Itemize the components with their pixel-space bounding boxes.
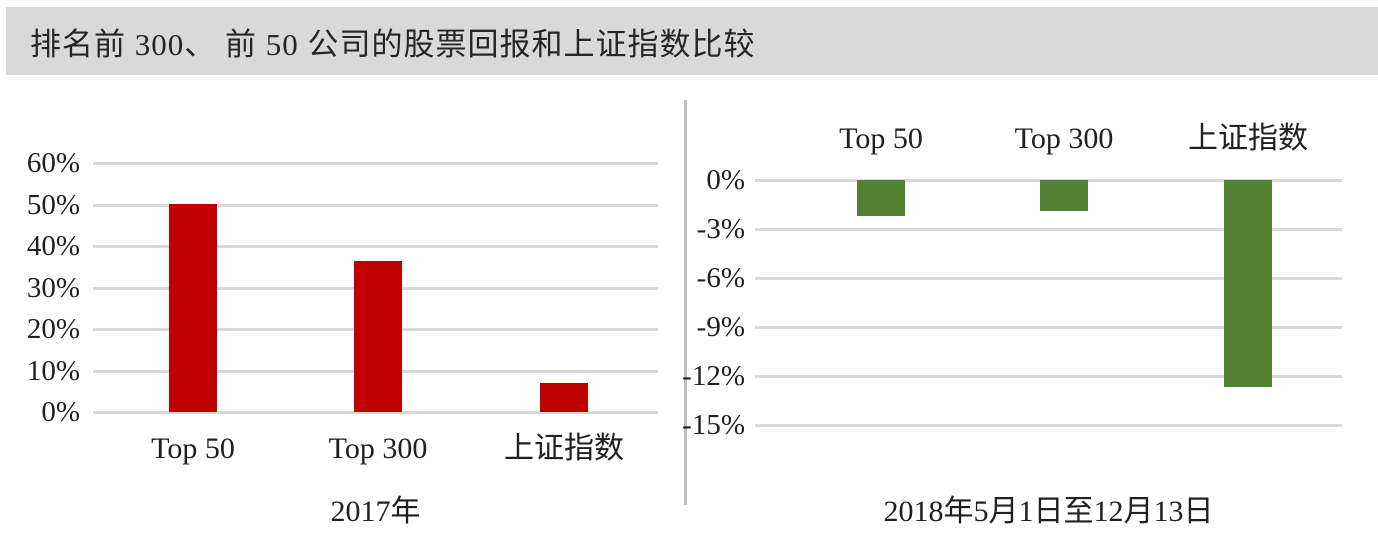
figure-title-banner: 排名前 300、 前 50 公司的股票回报和上证指数比较 [6, 7, 1378, 75]
category-label: Top 50 [151, 432, 235, 465]
category-label: 上证指数 [1188, 122, 1308, 155]
gridline [93, 162, 658, 165]
category-label: Top 300 [1014, 122, 1114, 155]
y-axis-tick-label: -3% [696, 213, 745, 245]
y-axis-tick-label: -12% [682, 360, 745, 392]
bar-top-300 [354, 261, 402, 412]
gridline [93, 411, 658, 414]
gridline [93, 204, 658, 207]
y-axis-tick-label: 30% [26, 272, 80, 304]
gridline [755, 375, 1342, 378]
chart-divider-line [684, 100, 687, 505]
gridline [755, 228, 1342, 231]
y-axis-tick-label: 0% [41, 396, 80, 428]
gridline [93, 245, 658, 248]
y-axis-tick-label: 50% [26, 189, 80, 221]
figure-title: 排名前 300、 前 50 公司的股票回报和上证指数比较 [30, 26, 756, 62]
category-label: Top 300 [328, 432, 428, 465]
bar-上证指数 [1224, 180, 1272, 387]
x-axis-title: 2017年 [330, 495, 421, 528]
y-axis-tick-label: 20% [26, 313, 80, 345]
gridline [755, 326, 1342, 329]
bar-top-300 [1040, 180, 1088, 211]
y-axis-tick-label: -15% [682, 409, 745, 441]
y-axis-tick-label: -9% [696, 311, 745, 343]
gridline [755, 424, 1342, 427]
x-axis-title: 2018年5月1日至12月13日 [883, 495, 1214, 528]
y-axis-tick-label: 40% [26, 230, 80, 262]
category-label: 上证指数 [504, 432, 624, 465]
bar-top-50 [857, 180, 905, 216]
y-axis-tick-label: 0% [706, 164, 745, 196]
category-label: Top 50 [839, 122, 923, 155]
y-axis-tick-label: -6% [696, 262, 745, 294]
bar-上证指数 [540, 383, 588, 412]
y-axis-tick-label: 10% [26, 355, 80, 387]
bar-top-50 [169, 204, 217, 412]
y-axis-tick-label: 60% [26, 147, 80, 179]
gridline [755, 277, 1342, 280]
